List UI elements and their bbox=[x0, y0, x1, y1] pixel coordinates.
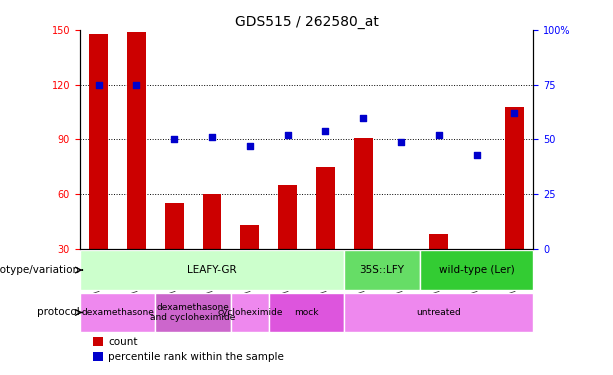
Point bbox=[509, 110, 519, 116]
FancyBboxPatch shape bbox=[80, 292, 155, 332]
Bar bbox=[202, 194, 221, 304]
Text: cycloheximide: cycloheximide bbox=[217, 308, 283, 317]
Title: GDS515 / 262580_at: GDS515 / 262580_at bbox=[235, 15, 378, 29]
FancyBboxPatch shape bbox=[420, 250, 533, 290]
Point bbox=[396, 139, 406, 145]
Text: count: count bbox=[109, 337, 138, 347]
Point bbox=[169, 136, 179, 142]
Text: 35S::LFY: 35S::LFY bbox=[360, 265, 405, 275]
Bar bbox=[429, 234, 448, 304]
Point bbox=[245, 143, 255, 149]
Point bbox=[472, 152, 482, 158]
Text: wild-type (Ler): wild-type (Ler) bbox=[439, 265, 514, 275]
FancyBboxPatch shape bbox=[155, 292, 231, 332]
Point bbox=[434, 132, 444, 138]
Point bbox=[283, 132, 292, 138]
Bar bbox=[165, 203, 184, 304]
Bar bbox=[505, 106, 524, 304]
Text: protocol: protocol bbox=[37, 308, 80, 318]
Bar bbox=[93, 337, 103, 346]
Text: LEAFY-GR: LEAFY-GR bbox=[187, 265, 237, 275]
Text: percentile rank within the sample: percentile rank within the sample bbox=[109, 352, 284, 362]
Text: dexamethasone
and cycloheximide: dexamethasone and cycloheximide bbox=[150, 303, 236, 322]
Text: mock: mock bbox=[294, 308, 319, 317]
Bar bbox=[127, 32, 146, 304]
Bar bbox=[392, 267, 411, 304]
Text: genotype/variation: genotype/variation bbox=[0, 265, 80, 275]
Point bbox=[358, 114, 368, 120]
Bar bbox=[240, 225, 259, 304]
Text: untreated: untreated bbox=[416, 308, 461, 317]
Point bbox=[131, 82, 141, 88]
FancyBboxPatch shape bbox=[345, 292, 533, 332]
Bar bbox=[467, 285, 486, 304]
FancyBboxPatch shape bbox=[268, 292, 345, 332]
Bar bbox=[316, 167, 335, 304]
Text: dexamethasone: dexamethasone bbox=[81, 308, 154, 317]
Point bbox=[94, 82, 104, 88]
FancyBboxPatch shape bbox=[80, 250, 345, 290]
Point bbox=[321, 128, 330, 134]
Bar bbox=[89, 34, 108, 304]
Bar bbox=[93, 352, 103, 362]
Bar bbox=[354, 138, 373, 304]
FancyBboxPatch shape bbox=[345, 250, 420, 290]
Point bbox=[207, 134, 217, 140]
FancyBboxPatch shape bbox=[231, 292, 268, 332]
Bar bbox=[278, 185, 297, 304]
